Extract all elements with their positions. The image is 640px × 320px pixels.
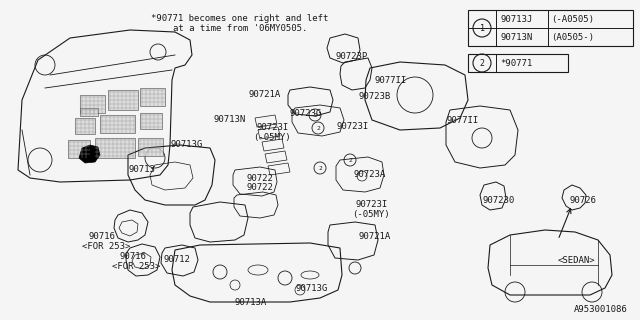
Bar: [140, 88, 165, 106]
Text: 90713A: 90713A: [234, 298, 266, 307]
Bar: [80, 108, 98, 116]
Bar: [468, 10, 633, 46]
Text: 90726: 90726: [570, 196, 597, 205]
Text: *90771: *90771: [500, 59, 532, 68]
Bar: [100, 115, 135, 133]
Text: 90713N: 90713N: [500, 33, 532, 42]
Text: 2: 2: [313, 113, 317, 117]
Bar: [95, 138, 135, 158]
Text: at a time from '06MY0505.: at a time from '06MY0505.: [173, 24, 307, 33]
Text: 90712: 90712: [163, 255, 190, 264]
Text: 1: 1: [479, 23, 484, 33]
Text: 90723A: 90723A: [353, 170, 385, 179]
Text: (-05MY): (-05MY): [253, 133, 291, 142]
Bar: [138, 138, 163, 156]
Text: 90723B: 90723B: [358, 92, 390, 101]
Text: 90716: 90716: [88, 232, 115, 241]
Text: 907230: 907230: [482, 196, 515, 205]
Text: (-A0505): (-A0505): [551, 14, 594, 23]
Bar: [75, 118, 95, 134]
Bar: [140, 113, 162, 129]
Text: <SEDAN>: <SEDAN>: [558, 256, 596, 265]
Text: 90722: 90722: [246, 183, 273, 192]
Text: 2: 2: [316, 125, 320, 131]
Text: 90713: 90713: [128, 165, 155, 174]
Text: 90716: 90716: [119, 252, 146, 261]
Text: 90713G: 90713G: [170, 140, 202, 149]
Text: 90723P: 90723P: [335, 52, 367, 61]
Polygon shape: [79, 145, 100, 163]
Text: <FOR 253>: <FOR 253>: [82, 242, 131, 251]
Bar: [468, 54, 568, 72]
Bar: [80, 95, 105, 113]
Text: *90771 becomes one right and left: *90771 becomes one right and left: [151, 14, 329, 23]
Text: 90723G: 90723G: [289, 109, 321, 118]
Text: 90723I: 90723I: [256, 123, 288, 132]
Text: (-05MY): (-05MY): [352, 210, 390, 219]
Text: 9077II: 9077II: [446, 116, 478, 125]
Text: <FOR 253>: <FOR 253>: [112, 262, 161, 271]
Text: 90723I: 90723I: [355, 200, 387, 209]
Text: (A0505-): (A0505-): [551, 33, 594, 42]
Text: 2: 2: [348, 157, 352, 163]
Bar: [68, 140, 90, 158]
Text: 9077II: 9077II: [374, 76, 406, 85]
Text: 90713N: 90713N: [213, 115, 245, 124]
Bar: [108, 90, 138, 110]
Text: 2: 2: [318, 165, 322, 171]
Text: 90721A: 90721A: [358, 232, 390, 241]
Text: 90713J: 90713J: [500, 14, 532, 23]
Text: A953001086: A953001086: [574, 305, 628, 314]
Text: 90722: 90722: [246, 174, 273, 183]
Text: 90713G: 90713G: [295, 284, 327, 293]
Text: 90723I: 90723I: [336, 122, 368, 131]
Text: 2: 2: [479, 59, 484, 68]
Text: 90721A: 90721A: [248, 90, 280, 99]
